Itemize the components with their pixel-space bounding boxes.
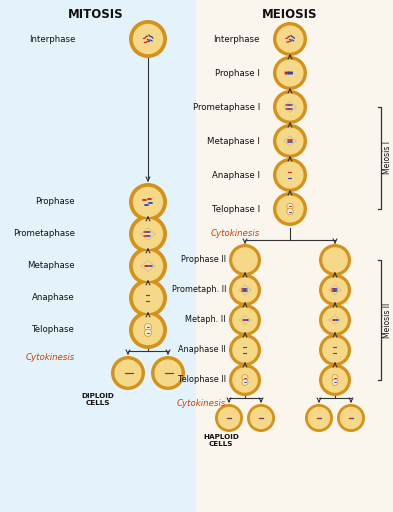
Circle shape xyxy=(273,90,307,124)
Circle shape xyxy=(229,334,261,366)
Circle shape xyxy=(229,274,261,306)
Circle shape xyxy=(319,244,351,276)
Circle shape xyxy=(133,187,163,217)
Circle shape xyxy=(232,367,258,393)
Text: Meiosis II: Meiosis II xyxy=(383,303,392,337)
Circle shape xyxy=(322,367,348,393)
Bar xyxy=(196,0,393,512)
Circle shape xyxy=(322,277,348,303)
Text: Prophase: Prophase xyxy=(35,198,75,206)
Text: Metaph. II: Metaph. II xyxy=(185,315,226,325)
Text: Telophase: Telophase xyxy=(32,326,75,334)
Text: HAPLOID
CELLS: HAPLOID CELLS xyxy=(203,434,239,447)
Circle shape xyxy=(276,161,304,188)
Circle shape xyxy=(287,208,293,215)
Circle shape xyxy=(133,251,163,281)
Text: Cytokinesis: Cytokinesis xyxy=(211,228,260,238)
Text: Metaphase: Metaphase xyxy=(28,262,75,270)
Circle shape xyxy=(332,379,338,386)
Circle shape xyxy=(215,404,243,432)
Text: Meiosis I: Meiosis I xyxy=(383,141,392,175)
Circle shape xyxy=(319,304,351,336)
Circle shape xyxy=(273,192,307,226)
Text: MITOSIS: MITOSIS xyxy=(68,8,124,20)
Text: Cytokinesis: Cytokinesis xyxy=(26,352,75,361)
Circle shape xyxy=(129,247,167,285)
Circle shape xyxy=(232,307,258,333)
Circle shape xyxy=(273,124,307,158)
Circle shape xyxy=(322,247,348,273)
Text: Telophase II: Telophase II xyxy=(178,375,226,385)
Circle shape xyxy=(247,404,275,432)
Circle shape xyxy=(276,59,304,87)
Text: Prophase I: Prophase I xyxy=(215,69,260,77)
Circle shape xyxy=(322,337,348,363)
FancyBboxPatch shape xyxy=(288,72,293,74)
Circle shape xyxy=(273,22,307,56)
Circle shape xyxy=(111,356,145,390)
Circle shape xyxy=(129,20,167,58)
FancyBboxPatch shape xyxy=(285,72,289,74)
Text: Interphase: Interphase xyxy=(29,34,75,44)
Circle shape xyxy=(129,279,167,317)
Circle shape xyxy=(229,244,261,276)
Circle shape xyxy=(114,359,141,387)
Text: Anaphase II: Anaphase II xyxy=(178,346,226,354)
Circle shape xyxy=(242,379,248,386)
Text: Telophase I: Telophase I xyxy=(212,204,260,214)
Circle shape xyxy=(129,311,167,349)
Text: Metaphase I: Metaphase I xyxy=(207,137,260,145)
Circle shape xyxy=(287,203,293,209)
Circle shape xyxy=(308,407,330,429)
Text: MEIOSIS: MEIOSIS xyxy=(262,8,318,20)
Circle shape xyxy=(276,127,304,155)
Circle shape xyxy=(273,158,307,192)
Circle shape xyxy=(129,183,167,221)
Circle shape xyxy=(133,283,163,313)
Circle shape xyxy=(322,307,348,333)
Circle shape xyxy=(273,56,307,90)
Circle shape xyxy=(332,375,338,380)
Circle shape xyxy=(232,277,258,303)
Circle shape xyxy=(151,356,185,390)
Circle shape xyxy=(133,315,163,345)
Circle shape xyxy=(340,407,362,429)
Circle shape xyxy=(154,359,182,387)
Circle shape xyxy=(129,215,167,253)
Circle shape xyxy=(319,274,351,306)
Circle shape xyxy=(250,407,272,429)
Circle shape xyxy=(276,93,304,121)
Circle shape xyxy=(232,247,258,273)
Text: Anaphase: Anaphase xyxy=(32,293,75,303)
Circle shape xyxy=(145,329,152,336)
Circle shape xyxy=(133,24,163,54)
Text: Prometaphase I: Prometaphase I xyxy=(193,102,260,112)
Circle shape xyxy=(145,324,152,331)
Circle shape xyxy=(133,219,163,249)
Text: Interphase: Interphase xyxy=(214,34,260,44)
Text: Prometaph. II: Prometaph. II xyxy=(171,286,226,294)
Bar xyxy=(0,0,196,512)
Circle shape xyxy=(232,337,258,363)
Text: Prophase II: Prophase II xyxy=(181,255,226,265)
Circle shape xyxy=(319,334,351,366)
Text: Prometaphase: Prometaphase xyxy=(13,229,75,239)
Circle shape xyxy=(218,407,240,429)
Circle shape xyxy=(276,26,304,53)
Text: Cytokinesis: Cytokinesis xyxy=(177,398,226,408)
Circle shape xyxy=(242,375,248,380)
Circle shape xyxy=(305,404,333,432)
Circle shape xyxy=(319,364,351,396)
Text: DIPLOID
CELLS: DIPLOID CELLS xyxy=(82,393,114,406)
Circle shape xyxy=(337,404,365,432)
Text: Anaphase I: Anaphase I xyxy=(212,170,260,180)
Circle shape xyxy=(229,364,261,396)
Circle shape xyxy=(229,304,261,336)
Circle shape xyxy=(276,196,304,223)
